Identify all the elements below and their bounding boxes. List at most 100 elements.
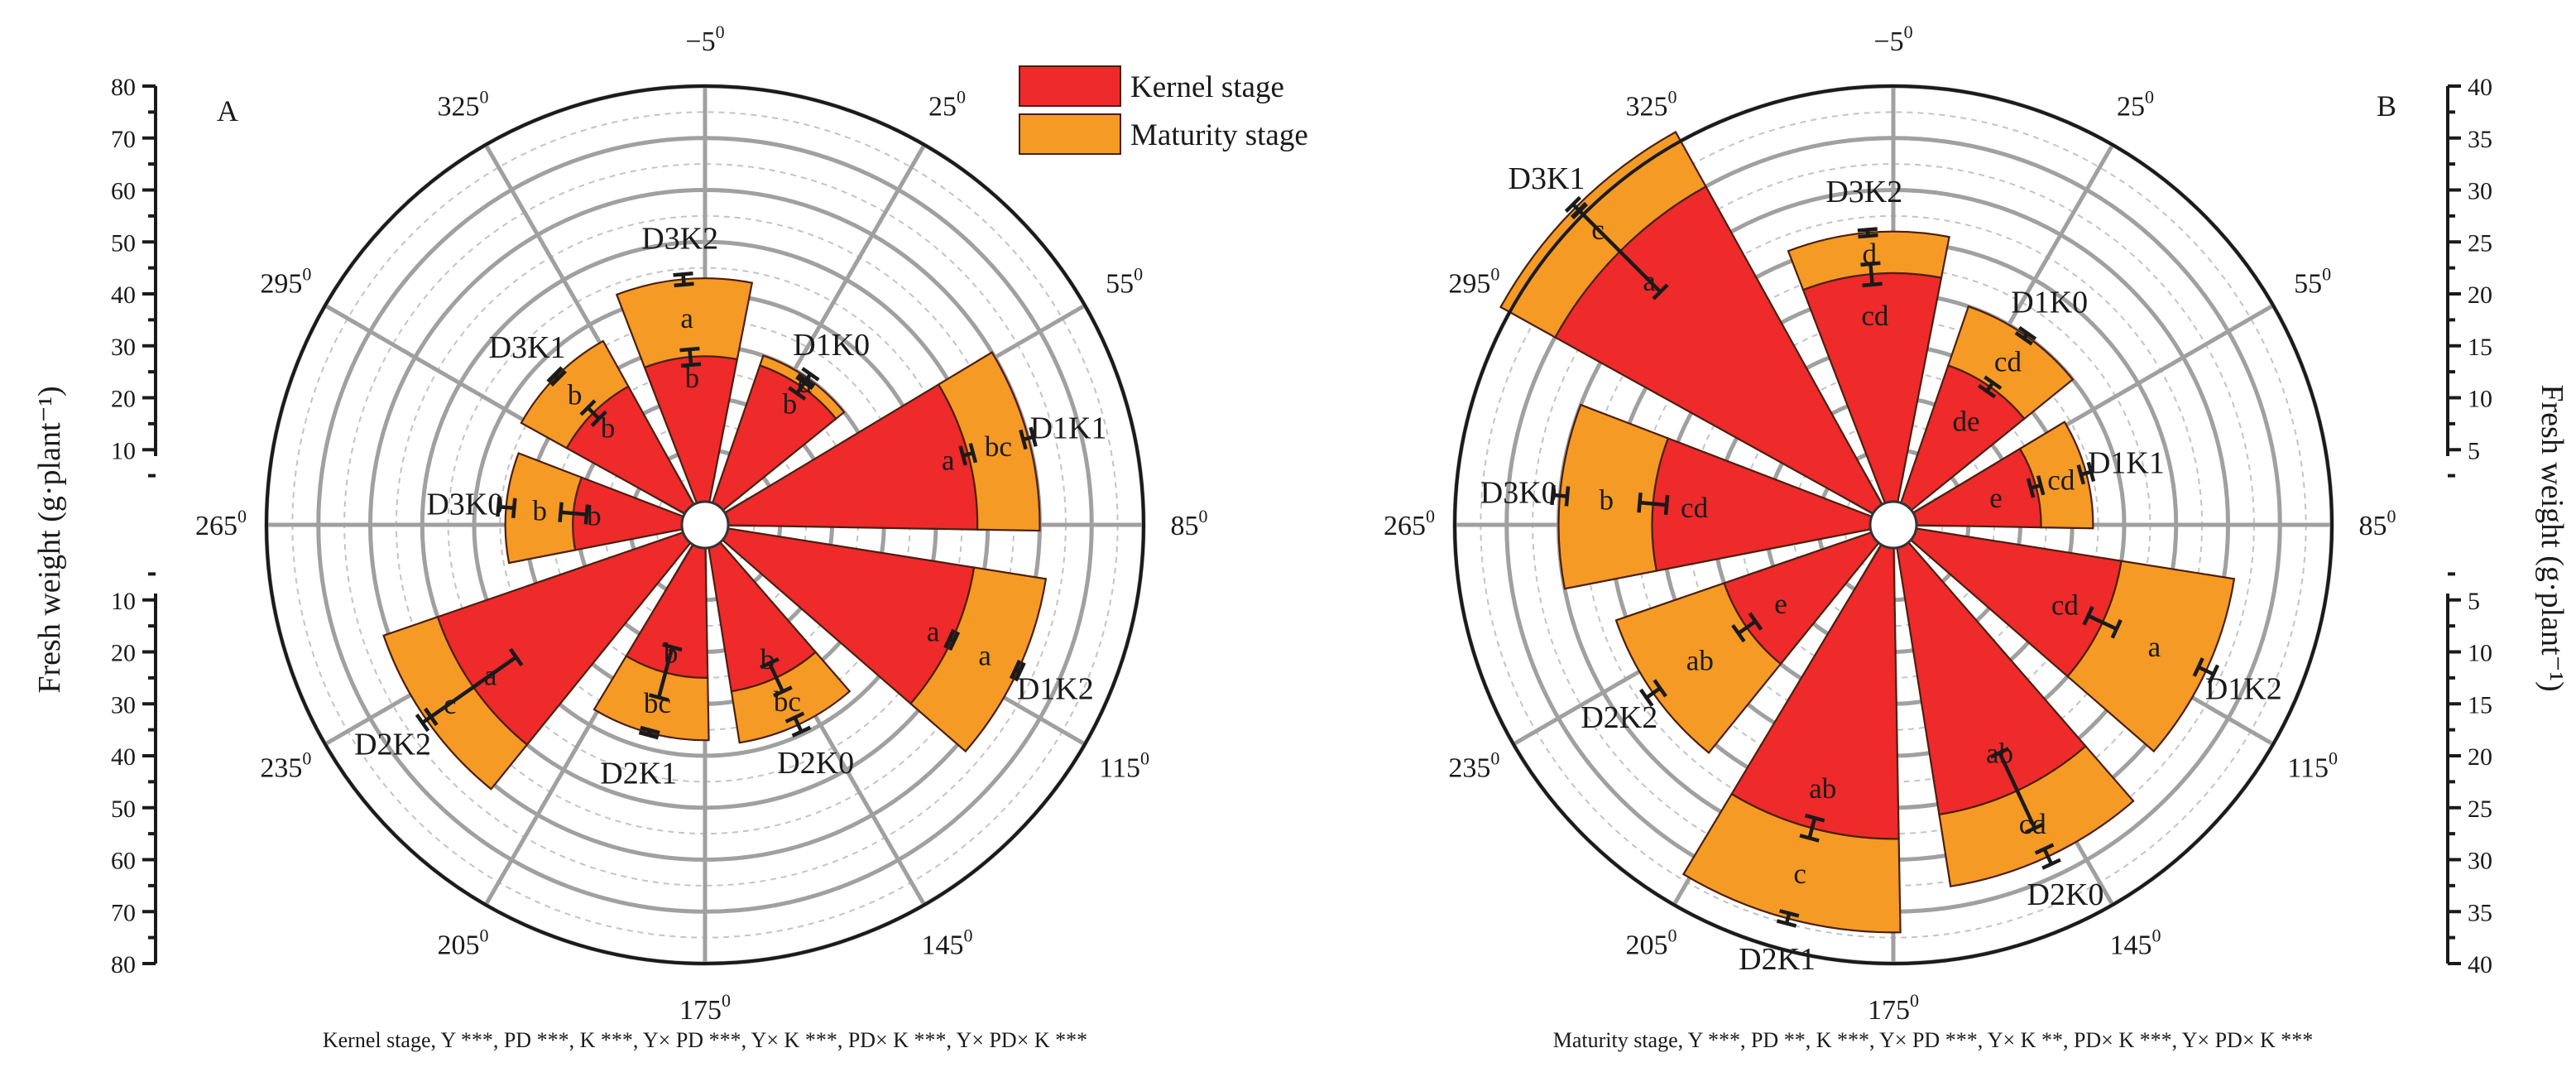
error-bar-cap xyxy=(1977,383,1997,399)
angle-label: 2350 xyxy=(1448,748,1499,784)
angle-label: 1450 xyxy=(2110,925,2161,961)
error-bar-cap xyxy=(679,346,700,353)
upper-axis-tick-label: 25 xyxy=(2468,229,2492,257)
error-bar-cap xyxy=(1799,834,1820,843)
error-bar-D1K2-maturity xyxy=(1009,660,1026,682)
bar-D1K1-outer-segment xyxy=(937,351,1041,532)
error-bar-cap xyxy=(1653,679,1667,698)
error-bar-D1K0-maturity xyxy=(795,367,820,391)
error-bar-cap xyxy=(1858,233,1878,239)
error-bar-cap xyxy=(662,642,683,652)
letter-D1K2-kernel: cd xyxy=(2051,589,2080,622)
error-bar-cap xyxy=(1637,493,1643,513)
error-bar-D3K2-kernel xyxy=(679,346,702,368)
error-bar-D1K2-kernel xyxy=(943,628,961,651)
letter-D2K0-kernel: ab xyxy=(1986,738,2013,770)
error-bar-cap xyxy=(760,657,780,670)
error-bar-cap xyxy=(784,711,805,723)
error-bar-cap xyxy=(791,725,812,738)
label-D1K1: D1K1 xyxy=(1030,411,1107,445)
bar-D1K2-outer-segment xyxy=(2066,560,2236,753)
angle-label: 2950 xyxy=(1448,264,1499,300)
letter-D2K2-kernel: e xyxy=(1774,588,1787,620)
error-bar-cap xyxy=(583,504,590,525)
letter-D2K0-maturity: cd xyxy=(2019,808,2047,840)
error-bar-stem xyxy=(1639,500,1667,507)
error-bar-D3K0-maturity xyxy=(496,497,517,518)
error-bar-cap xyxy=(1862,281,1883,288)
angle-label: 850 xyxy=(2359,506,2396,541)
error-bar-cap xyxy=(1019,429,1028,450)
label-D3K1: D3K1 xyxy=(489,330,566,365)
letter-D2K1-kernel: ab xyxy=(1809,772,1836,805)
error-bar-cap xyxy=(558,502,564,522)
angle-label: 2650 xyxy=(195,506,247,541)
center-hole xyxy=(680,500,730,550)
label-D1K0: D1K0 xyxy=(2011,285,2088,320)
label-D3K2: D3K2 xyxy=(641,221,718,256)
error-bar-D3K2-kernel xyxy=(1860,261,1883,288)
error-bar-cap xyxy=(795,375,814,391)
error-bar-D1K0-maturity xyxy=(2014,325,2037,346)
error-bar-cap xyxy=(2041,858,2061,870)
letter-D1K1-maturity: bc xyxy=(985,430,1012,463)
bar-D2K0-outer-segment xyxy=(1938,744,2135,887)
error-bar-cap xyxy=(2110,618,2123,639)
error-bar-D3K1-maturity xyxy=(1564,195,1588,219)
upper-axis-tick-label: 40 xyxy=(111,281,136,309)
error-bar-D1K1-maturity xyxy=(1019,426,1038,450)
error-bar-cap xyxy=(947,631,961,651)
error-bar-D2K0-maturity xyxy=(2034,843,2061,870)
error-bar-cap xyxy=(2192,657,2204,677)
error-bar-cap xyxy=(2025,822,2045,834)
letter-D2K2-kernel: a xyxy=(484,660,497,692)
error-bar-cap xyxy=(1804,813,1825,823)
lower-axis-tick-label: 80 xyxy=(111,951,136,978)
bar-D3K0-outer-segment xyxy=(504,452,583,565)
upper-axis-tick-label: 10 xyxy=(111,437,136,464)
error-bar-stem xyxy=(1807,817,1817,839)
error-bar-D2K1-maturity xyxy=(638,725,660,740)
letter-D1K2-kernel: a xyxy=(927,616,940,648)
label-D1K2: D1K2 xyxy=(1017,671,1094,706)
error-bar-D3K1-kernel xyxy=(579,399,607,427)
lower-axis-tick-label: 30 xyxy=(2468,848,2492,875)
letter-D1K0-maturity: d xyxy=(798,367,813,399)
error-bar-stem xyxy=(688,349,693,365)
lower-axis-tick-label: 25 xyxy=(2468,796,2492,823)
error-bar-cap xyxy=(1550,484,1556,506)
error-bar-D3K0-maturity xyxy=(1550,484,1571,507)
letter-D3K0-kernel: cd xyxy=(1681,492,1709,524)
letter-D2K1-kernel: b xyxy=(664,637,679,669)
letter-D1K0-maturity: cd xyxy=(1994,345,2022,377)
angle-label: 1150 xyxy=(2287,748,2338,784)
upper-axis-tick-label: 80 xyxy=(111,74,136,101)
error-bar-stem xyxy=(2197,665,2215,676)
bar-D1K1: e cd D1K1 xyxy=(1912,421,2165,530)
error-bar-cap xyxy=(549,369,567,387)
upper-axis-tick-label: 35 xyxy=(2468,126,2492,153)
letter-D1K2-maturity: a xyxy=(2148,631,2161,663)
error-bar-cap xyxy=(674,281,694,288)
error-bar-D3K2-maturity xyxy=(1857,227,1878,239)
letter-D2K2-maturity: c xyxy=(444,688,457,720)
letter-D2K1-maturity: c xyxy=(1793,858,1806,890)
error-bar-D1K1-maturity xyxy=(2076,461,2096,485)
letter-D2K0-maturity: bc xyxy=(774,685,801,718)
error-bar-cap xyxy=(2086,461,2096,483)
angle-label: −50 xyxy=(685,22,724,57)
angle-label: 2650 xyxy=(1384,506,1435,541)
lower-axis-tick-label: 15 xyxy=(2468,691,2492,719)
error-bar-cap xyxy=(943,628,956,649)
error-bar-cap xyxy=(1570,201,1588,219)
center-hole xyxy=(1868,500,1918,550)
error-bar-cap xyxy=(1014,661,1026,682)
error-bar-cap xyxy=(1564,195,1581,213)
bar-D1K2: a a D1K2 xyxy=(721,527,1094,753)
error-bar-cap xyxy=(640,725,660,735)
error-bar-cap xyxy=(1663,494,1670,516)
label-D3K0: D3K0 xyxy=(1480,475,1557,510)
angle-label: 250 xyxy=(2117,86,2154,122)
